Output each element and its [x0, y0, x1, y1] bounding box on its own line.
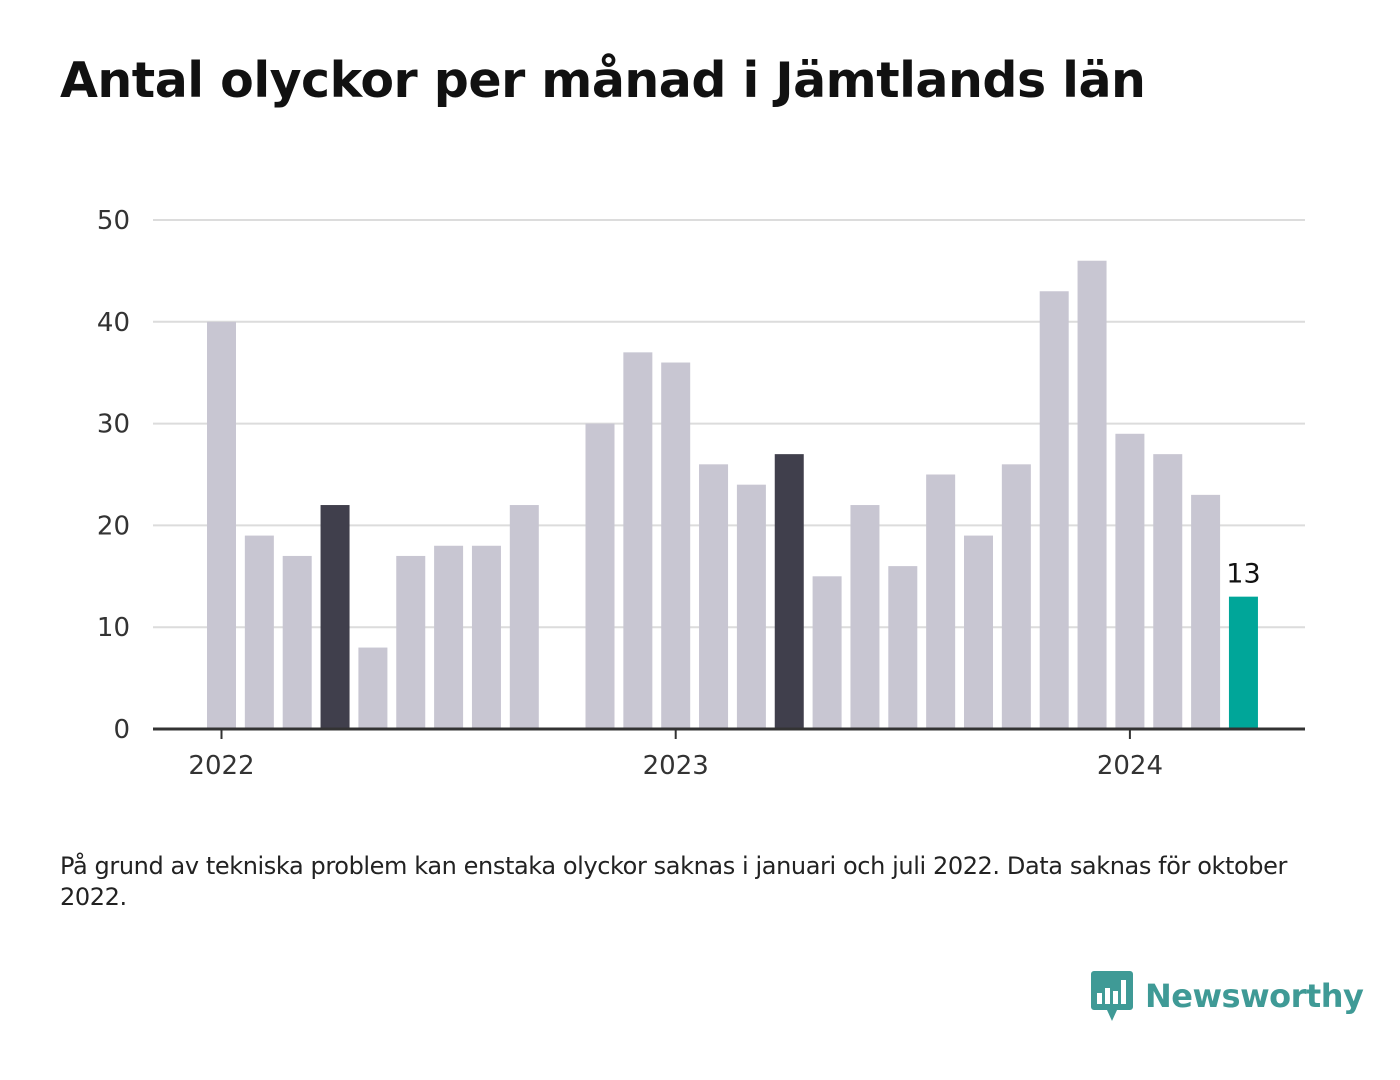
x-tick-label: 2024: [1097, 751, 1163, 781]
bar-2023-10: [1001, 464, 1031, 729]
bar-2024-03: [1191, 494, 1221, 729]
footnote: På grund av tekniska problem kan enstaka…: [60, 852, 1287, 911]
y-tick-label: 0: [113, 715, 130, 745]
bar-2023-12: [1077, 260, 1107, 729]
bar-2022-08: [471, 545, 501, 729]
bar-2024-01: [1115, 433, 1145, 729]
bar-2023-08: [926, 474, 956, 729]
bar-2024-02: [1153, 454, 1183, 729]
bar-2023-04: [774, 454, 804, 729]
bar-2023-11: [1039, 291, 1069, 729]
bar-2022-06: [396, 555, 426, 729]
newsworthy-logo-icon: [1091, 971, 1133, 1021]
chart-title: Antal olyckor per månad i Jämtlands län: [60, 52, 1146, 109]
bar-2022-05: [358, 647, 388, 729]
x-tick-label: 2023: [643, 751, 709, 781]
bar-2022-02: [244, 535, 274, 729]
bars: [207, 260, 1258, 729]
bar-2022-09: [509, 505, 539, 729]
bar-2023-03: [736, 484, 766, 729]
bar-2022-11: [585, 423, 615, 729]
newsworthy-brand[interactable]: Newsworthy: [1091, 970, 1364, 1022]
bar-2023-01: [661, 362, 691, 729]
x-axis: 2022 2023 2024: [153, 727, 1305, 781]
bar-2023-07: [888, 566, 918, 729]
y-tick-label: 10: [97, 613, 130, 643]
bar-2024-04: [1228, 596, 1258, 729]
bar-2022-12: [623, 352, 653, 729]
brand-name: Newsworthy: [1145, 977, 1364, 1015]
y-tick-label: 30: [97, 410, 130, 440]
y-tick-label: 20: [97, 511, 130, 541]
bar-chart: 0 10 20 30 40 50 13 2022 2023 2024: [97, 206, 1305, 781]
y-tick-label: 40: [97, 308, 130, 338]
y-axis: 0 10 20 30 40 50: [97, 206, 130, 745]
bar-2023-06: [850, 505, 880, 729]
bar-2022-03: [282, 555, 312, 729]
bar-2023-02: [699, 464, 729, 729]
x-tick-label: 2022: [188, 751, 254, 781]
data-label-2024-04: 13: [1226, 559, 1260, 590]
bar-2023-09: [964, 535, 993, 729]
bar-2022-04: [320, 505, 350, 729]
bar-2022-07: [434, 545, 464, 729]
data-labels: 13: [1226, 559, 1260, 590]
bar-2022-01: [207, 321, 236, 729]
bar-2023-05: [812, 576, 842, 729]
y-tick-label: 50: [97, 206, 130, 236]
